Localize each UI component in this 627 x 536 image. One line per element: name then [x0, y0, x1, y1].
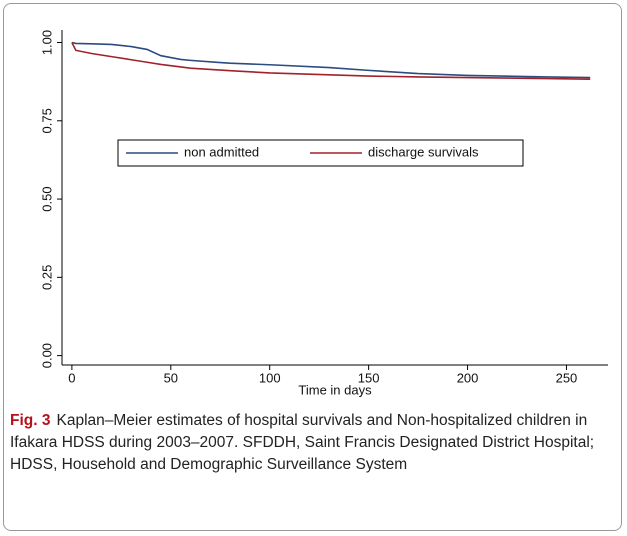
x-axis-label: Time in days [298, 382, 372, 397]
x-tick-label: 100 [259, 370, 281, 385]
survival-line [71, 41, 591, 79]
y-tick-label: 1.00 [39, 30, 54, 55]
y-tick-label: 0.75 [39, 108, 54, 133]
x-tick-label: 0 [68, 370, 75, 385]
y-tick-label: 0.25 [39, 265, 54, 290]
x-tick-label: 50 [164, 370, 178, 385]
x-tick-label: 250 [556, 370, 578, 385]
caption: Fig. 3 Kaplan–Meier estimates of hospital… [10, 410, 600, 476]
chart: Time in days 0.00 0.25 0.50 0.75 1.00 0 50 100 1… [39, 30, 608, 397]
caption-label: Fig. 3 [10, 412, 51, 429]
legend-label: non admitted [184, 144, 259, 159]
x-tick-label: 200 [457, 370, 479, 385]
survival-line [71, 42, 591, 80]
legend-label: discharge survivals [368, 144, 479, 159]
y-tick-label: 0.50 [39, 186, 54, 211]
x-tick-label: 150 [358, 370, 380, 385]
figure-panel [3, 3, 622, 531]
y-tick-label: 0.00 [39, 343, 54, 368]
caption-text: Kaplan–Meier estimates of hospital survi… [10, 412, 595, 473]
